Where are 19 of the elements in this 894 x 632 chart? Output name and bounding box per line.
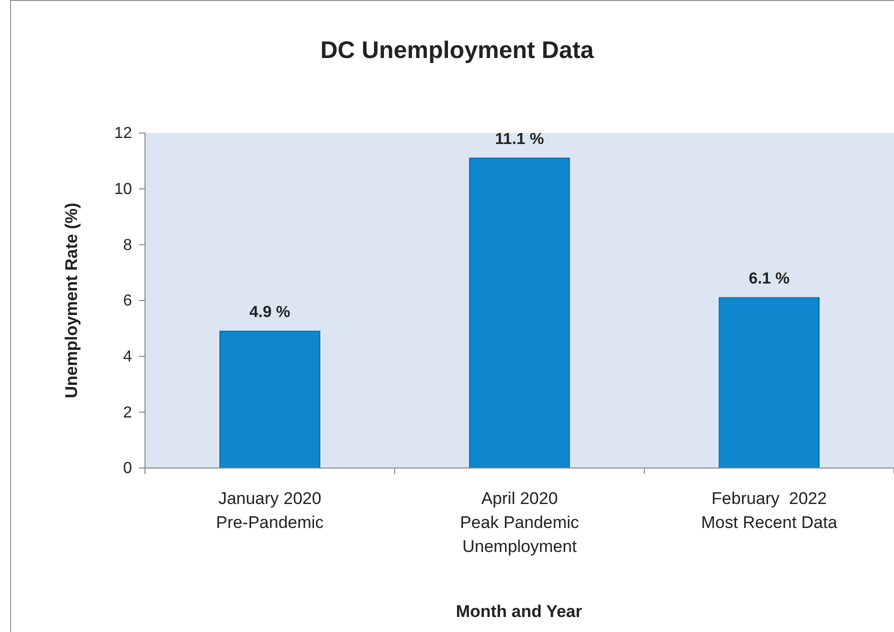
bar [469, 158, 570, 468]
y-tick-label: 4 [123, 348, 132, 366]
y-tick-label: 0 [123, 460, 132, 478]
y-tick-label: 12 [114, 125, 132, 142]
y-tick-label: 8 [123, 236, 132, 254]
x-tick-label: April 2020 Peak Pandemic Unemployment [460, 489, 580, 556]
y-tick-label: 6 [123, 292, 132, 310]
x-tick-label: February 2022 Most Recent Data [701, 489, 838, 532]
data-label: 4.9 % [249, 304, 290, 322]
bar [219, 330, 320, 468]
y-tick-label: 2 [123, 404, 132, 422]
x-axis-title: Month and Year [456, 602, 583, 621]
bar [718, 297, 820, 468]
y-axis-title: Unemployment Rate (%) [62, 202, 81, 398]
y-tick-label: 10 [114, 180, 132, 198]
x-tick-label: January 2020 Pre-Pandemic [216, 489, 324, 532]
chart-title: DC Unemployment Data [320, 37, 594, 64]
data-label: 11.1 % [495, 131, 544, 148]
data-label: 6.1 % [748, 270, 790, 288]
